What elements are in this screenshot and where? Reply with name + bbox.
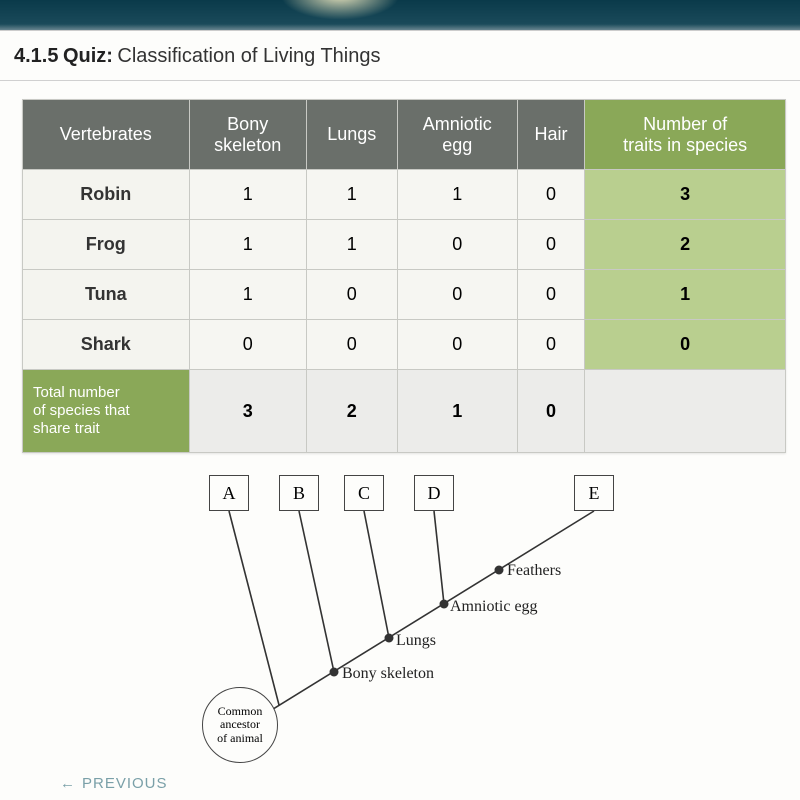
cladogram: A B C D E Bony skeleton Lungs Amniotic e… <box>124 475 684 755</box>
row-name: Tuna <box>23 270 190 320</box>
trait-header: Lungs <box>306 100 397 170</box>
traits-table: Vertebrates Bony skeleton Lungs Amniotic… <box>22 99 786 453</box>
trait-label-feathers: Feathers <box>507 562 561 580</box>
cell: 1 <box>189 170 306 220</box>
cell: 0 <box>517 220 584 270</box>
cell: 1 <box>189 270 306 320</box>
totals-row: Total number of species that share trait… <box>23 370 786 453</box>
clade-node-a[interactable]: A <box>209 475 249 511</box>
quiz-title-row: 4.1.5 Quiz: Classification of Living Thi… <box>0 45 800 81</box>
previous-label: PREVIOUS <box>82 775 168 792</box>
cell: 0 <box>397 320 517 370</box>
clade-node-d[interactable]: D <box>414 475 454 511</box>
trait-header: Hair <box>517 100 584 170</box>
arrow-left-icon: ← <box>60 775 76 792</box>
cell: 0 <box>189 320 306 370</box>
cell: 1 <box>306 220 397 270</box>
cell: 1 <box>397 170 517 220</box>
clade-node-b[interactable]: B <box>279 475 319 511</box>
table-row: Tuna 1 0 0 0 1 <box>23 270 786 320</box>
last-header: Number of traits in species <box>585 100 786 170</box>
totals-cell: 0 <box>517 370 584 453</box>
row-total: 3 <box>585 170 786 220</box>
cell: 0 <box>306 270 397 320</box>
row-name: Robin <box>23 170 190 220</box>
table-header-row: Vertebrates Bony skeleton Lungs Amniotic… <box>23 100 786 170</box>
cell: 0 <box>517 270 584 320</box>
section-number: 4.1.5 <box>14 45 58 67</box>
trait-label-bony-skeleton: Bony skeleton <box>342 665 434 683</box>
row-name: Shark <box>23 320 190 370</box>
table-row: Robin 1 1 1 0 3 <box>23 170 786 220</box>
totals-label: Total number of species that share trait <box>23 370 190 453</box>
totals-last <box>585 370 786 453</box>
trait-label-lungs: Lungs <box>396 632 436 650</box>
row-total: 1 <box>585 270 786 320</box>
cell: 1 <box>306 170 397 220</box>
screen-glare <box>280 0 400 20</box>
clade-node-e[interactable]: E <box>574 475 614 511</box>
corner-header: Vertebrates <box>23 100 190 170</box>
cell: 0 <box>397 270 517 320</box>
table-body: Robin 1 1 1 0 3 Frog 1 1 0 0 2 Tuna <box>23 170 786 453</box>
ancestor-label: Common ancestor of animal <box>217 705 263 746</box>
cell: 0 <box>517 170 584 220</box>
cell: 0 <box>517 320 584 370</box>
cell: 0 <box>306 320 397 370</box>
row-total: 0 <box>585 320 786 370</box>
row-name: Frog <box>23 220 190 270</box>
cell: 0 <box>397 220 517 270</box>
quiz-word: Quiz: <box>63 45 113 67</box>
trait-label-amniotic-egg: Amniotic egg <box>450 598 538 616</box>
cell: 1 <box>189 220 306 270</box>
trait-header: Amniotic egg <box>397 100 517 170</box>
table-row: Frog 1 1 0 0 2 <box>23 220 786 270</box>
row-total: 2 <box>585 220 786 270</box>
quiz-title: Classification of Living Things <box>117 45 380 67</box>
trait-header: Bony skeleton <box>189 100 306 170</box>
quiz-page: 4.1.5 Quiz: Classification of Living Thi… <box>0 30 800 800</box>
totals-cell: 2 <box>306 370 397 453</box>
table-row: Shark 0 0 0 0 0 <box>23 320 786 370</box>
quiz-content: Vertebrates Bony skeleton Lungs Amniotic… <box>0 81 800 755</box>
clade-node-c[interactable]: C <box>344 475 384 511</box>
common-ancestor-node: Common ancestor of animal <box>202 687 278 763</box>
totals-cell: 3 <box>189 370 306 453</box>
totals-cell: 1 <box>397 370 517 453</box>
previous-button[interactable]: ← PREVIOUS <box>60 775 168 792</box>
